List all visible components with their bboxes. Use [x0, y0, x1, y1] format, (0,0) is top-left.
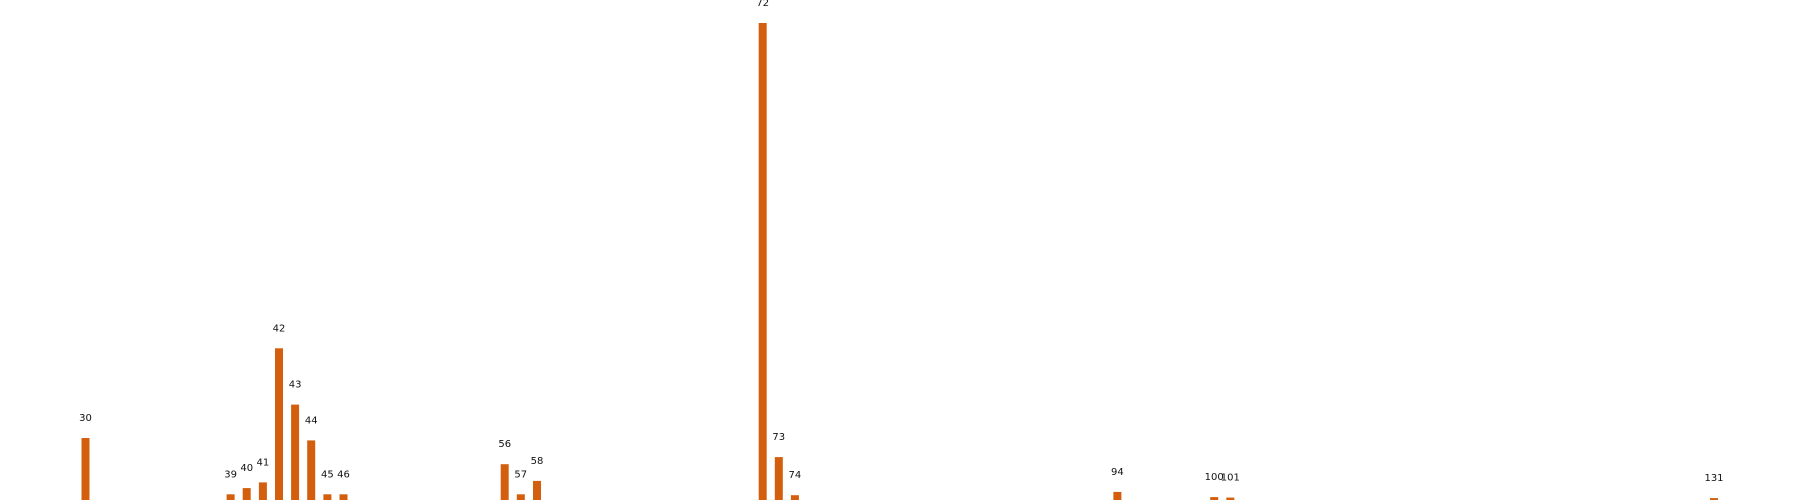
bar-30 [81, 438, 90, 500]
bar-56 [500, 464, 509, 500]
bar-label-57: 57 [514, 469, 527, 480]
bar-43 [291, 404, 300, 500]
bar-label-100: 100 [1205, 472, 1224, 483]
bar-label-30: 30 [79, 413, 92, 424]
bar-label-94: 94 [1111, 467, 1124, 478]
bar-label-45: 45 [321, 469, 334, 480]
bar-44 [307, 440, 316, 500]
bar-label-56: 56 [498, 439, 511, 450]
bar-label-58: 58 [531, 456, 544, 467]
bar-45 [323, 494, 332, 500]
bar-label-46: 46 [337, 469, 350, 480]
bar-46 [339, 494, 348, 500]
bar-label-131: 131 [1704, 473, 1723, 484]
bar-72 [758, 23, 767, 500]
bar-label-39: 39 [224, 469, 237, 480]
bar-label-101: 101 [1221, 473, 1240, 484]
bar-74 [790, 495, 799, 500]
bar-label-72: 72 [756, 0, 769, 9]
bar-73 [774, 457, 783, 500]
bar-label-44: 44 [305, 415, 318, 426]
bar-40 [242, 488, 251, 500]
bar-label-43: 43 [289, 380, 302, 391]
bar-131 [1710, 498, 1718, 500]
bar-41 [258, 482, 267, 500]
bar-57 [516, 494, 525, 500]
bar-39 [226, 494, 235, 500]
bar-label-40: 40 [240, 463, 253, 474]
bar-label-42: 42 [273, 323, 286, 334]
bar-label-74: 74 [789, 470, 802, 481]
bar-100 [1210, 497, 1219, 500]
bar-94 [1113, 491, 1122, 500]
bar-42 [275, 348, 283, 500]
bar-label-73: 73 [772, 432, 785, 443]
bar-label-41: 41 [257, 457, 270, 468]
bar-58 [533, 480, 541, 500]
bar-101 [1226, 497, 1235, 500]
bars-group [81, 23, 1718, 500]
